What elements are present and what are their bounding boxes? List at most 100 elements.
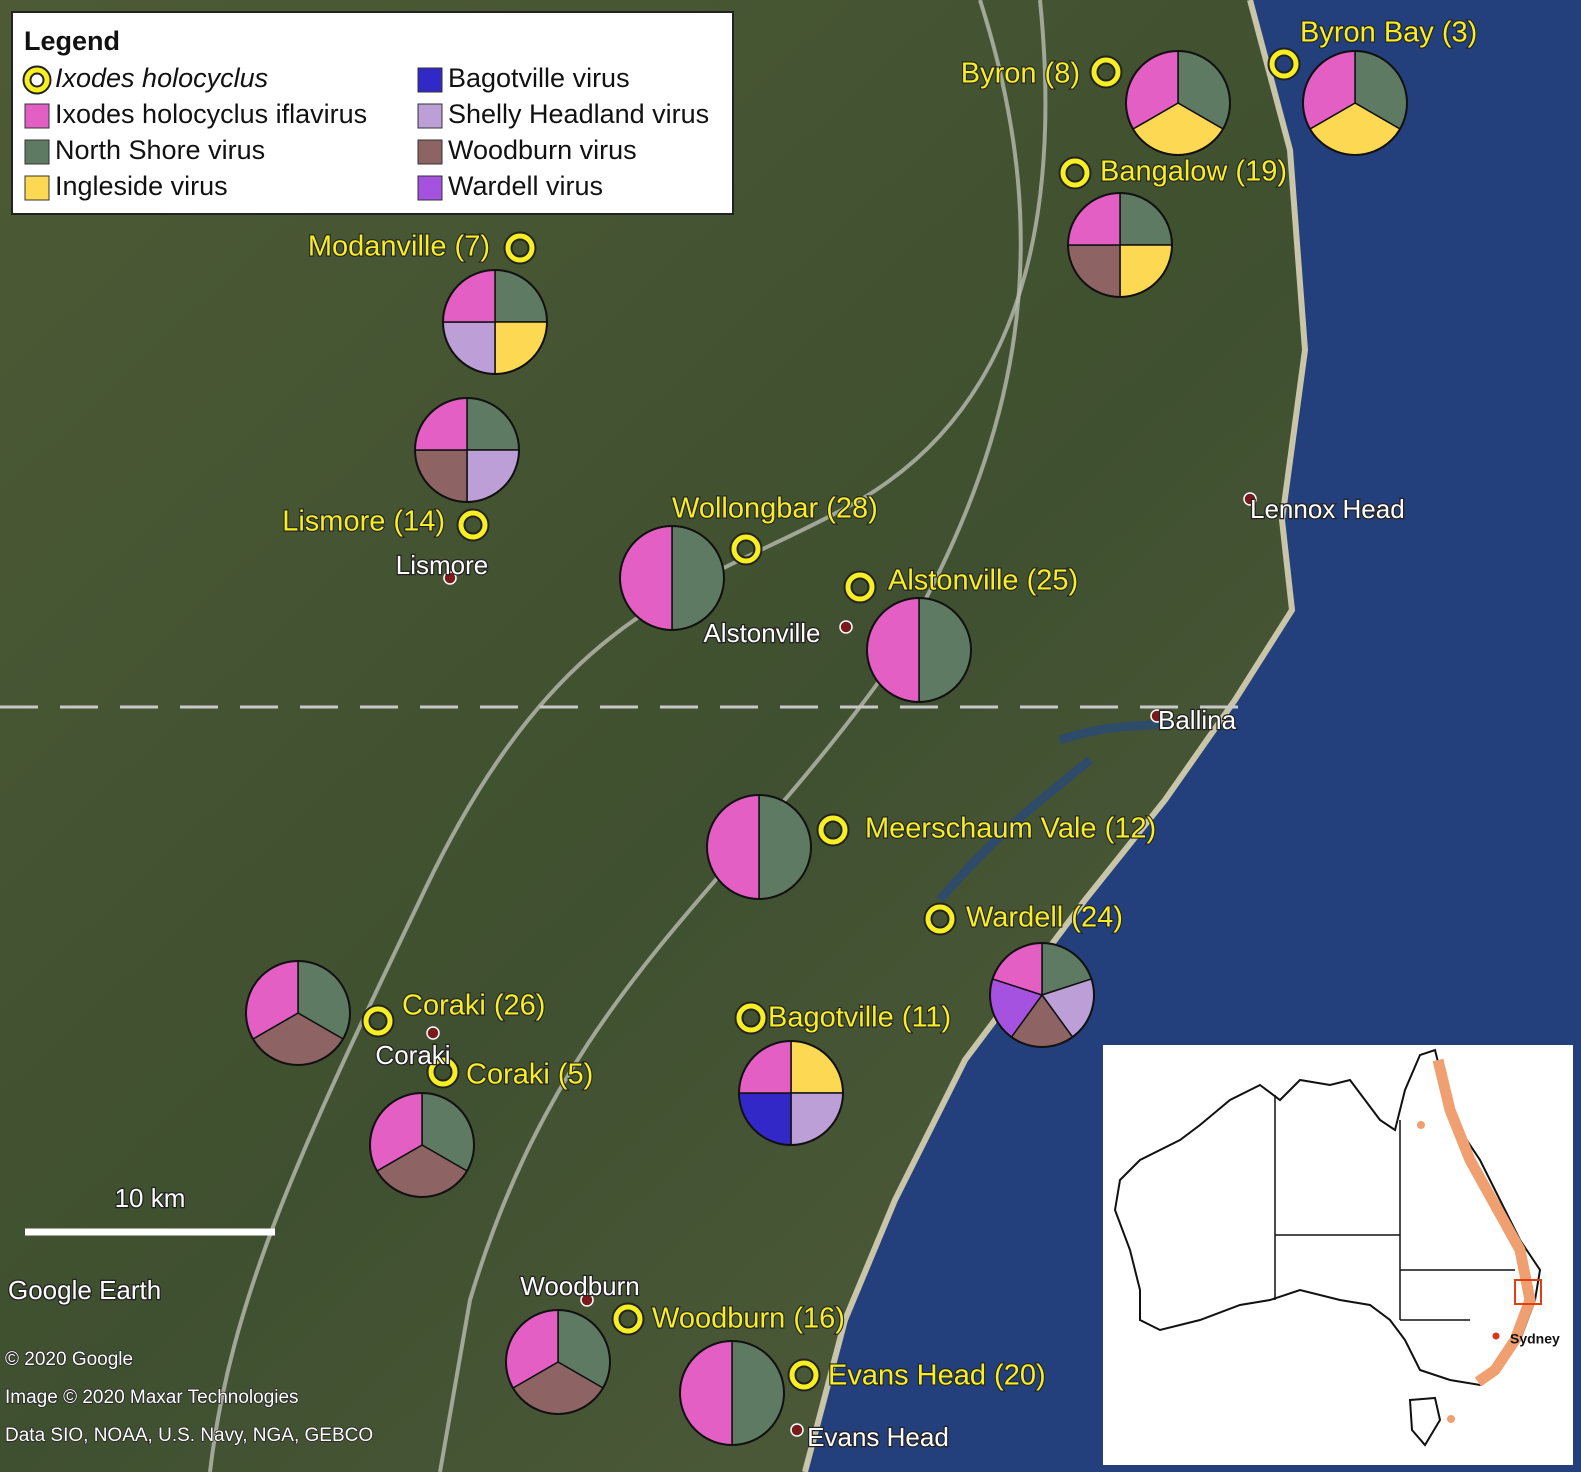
town-dot [1150,709,1164,723]
pie-chart [442,269,548,375]
state-borders [1274,1095,1515,1321]
pie-chart [679,1340,785,1446]
site-label: Byron Bay (3) [1300,17,1477,49]
range-point [1417,1121,1425,1129]
site-marker [458,510,488,540]
pie-outline [1125,50,1231,156]
site-marker [1060,158,1090,188]
town-label: Alstonville [703,618,820,648]
pie-outline [369,1092,475,1198]
pie-outline [619,525,725,631]
site-marker [24,67,50,93]
site-marker [925,904,955,934]
town-label: Ballina [1158,705,1237,735]
legend-swatch [24,175,50,201]
town-dot [443,571,457,585]
pie-outline [442,269,548,375]
town-dot [1243,492,1257,506]
pie-chart [989,942,1095,1048]
site-label: Bagotville (11) [768,1002,951,1034]
inset-label: Sydney [1510,1331,1560,1347]
site-marker [428,1057,458,1087]
site-marker [818,815,848,845]
pie-chart [1067,192,1173,298]
town-dot [580,1293,594,1307]
site-label: Evans Head (20) [828,1360,1046,1392]
town-dot [426,1026,440,1040]
pie-outline [1302,50,1408,156]
legend-swatch [417,175,443,201]
site-label: Meerschaum Vale (12) [865,813,1156,845]
site-label: Lismore (14) [282,506,445,538]
study-area-box [1514,1279,1542,1305]
pie-chart [706,794,812,900]
legend-swatch [417,139,443,165]
legend-label: North Shore virus [55,135,265,165]
legend-swatch [24,103,50,129]
town-label: Coraki [375,1040,450,1070]
pie-outline [245,960,351,1066]
branding: Google Earth [8,1275,161,1305]
pie-chart [369,1092,475,1198]
site-marker [1269,49,1299,79]
legend-box [11,11,734,215]
legend-label: Woodburn virus [448,135,637,165]
town-label: Evans Head [807,1422,949,1452]
legend-label: Wardell virus [448,171,603,201]
tasmania-outline [1408,1396,1442,1447]
legend-swatch [417,67,443,93]
site-marker [1091,57,1121,87]
town-label: Woodburn [520,1271,640,1301]
pie-chart [245,960,351,1066]
pie-outline [505,1309,611,1415]
pie-outline [989,942,1095,1048]
range-strip [1432,1058,1536,1387]
legend-title: Legend [24,26,120,56]
site-marker [845,572,875,602]
site-marker [736,1003,766,1033]
pie-chart [505,1309,611,1415]
site-label: Byron (8) [961,58,1080,90]
site-label: Woodburn (16) [652,1303,845,1335]
pie-outline [866,597,972,703]
scale-label: 10 km [115,1183,186,1213]
town-label: Lennox Head [1250,494,1405,524]
credit: Data SIO, NOAA, U.S. Navy, NGA, GEBCO [5,1425,373,1446]
pie-chart [414,397,520,503]
pie-outline [1067,192,1173,298]
australia-outline [1113,1048,1542,1387]
pie-chart [866,597,972,703]
town-label: Lismore [396,550,488,580]
pie-outline [414,397,520,503]
pie-outline [706,794,812,900]
site-label: Wardell (24) [966,902,1123,934]
legend: Legend Ixodes holocyclus Ixodes holocyclu… [11,11,734,215]
site-label: Modanville (7) [308,231,490,263]
pie-chart [1125,50,1231,156]
pie-outline [679,1340,785,1446]
town-dot [790,1423,804,1437]
coastline [802,0,1309,1472]
legend-swatch [417,103,443,129]
site-label: Alstonville (25) [888,565,1078,597]
inset-map: Sydney [1103,1045,1573,1465]
site-marker [789,1360,819,1390]
range-point [1447,1415,1455,1423]
legend-label: Ixodes holocyclus iflavirus [55,99,367,129]
pie-outline [738,1040,844,1146]
site-label: Coraki (26) [402,990,545,1022]
credit: © 2020 Google [5,1349,133,1370]
site-marker [613,1304,643,1334]
legend-swatch [24,139,50,165]
site-marker [363,1006,393,1036]
site-marker [731,534,761,564]
site-label: Coraki (5) [466,1059,593,1091]
pie-chart [1302,50,1408,156]
legend-label: Bagotville virus [448,63,630,93]
site-marker [505,233,535,263]
credit: Image © 2020 Maxar Technologies [5,1387,299,1408]
legend-label: Ingleside virus [55,171,228,201]
pie-chart [619,525,725,631]
site-label: Wollongbar (28) [672,493,878,525]
